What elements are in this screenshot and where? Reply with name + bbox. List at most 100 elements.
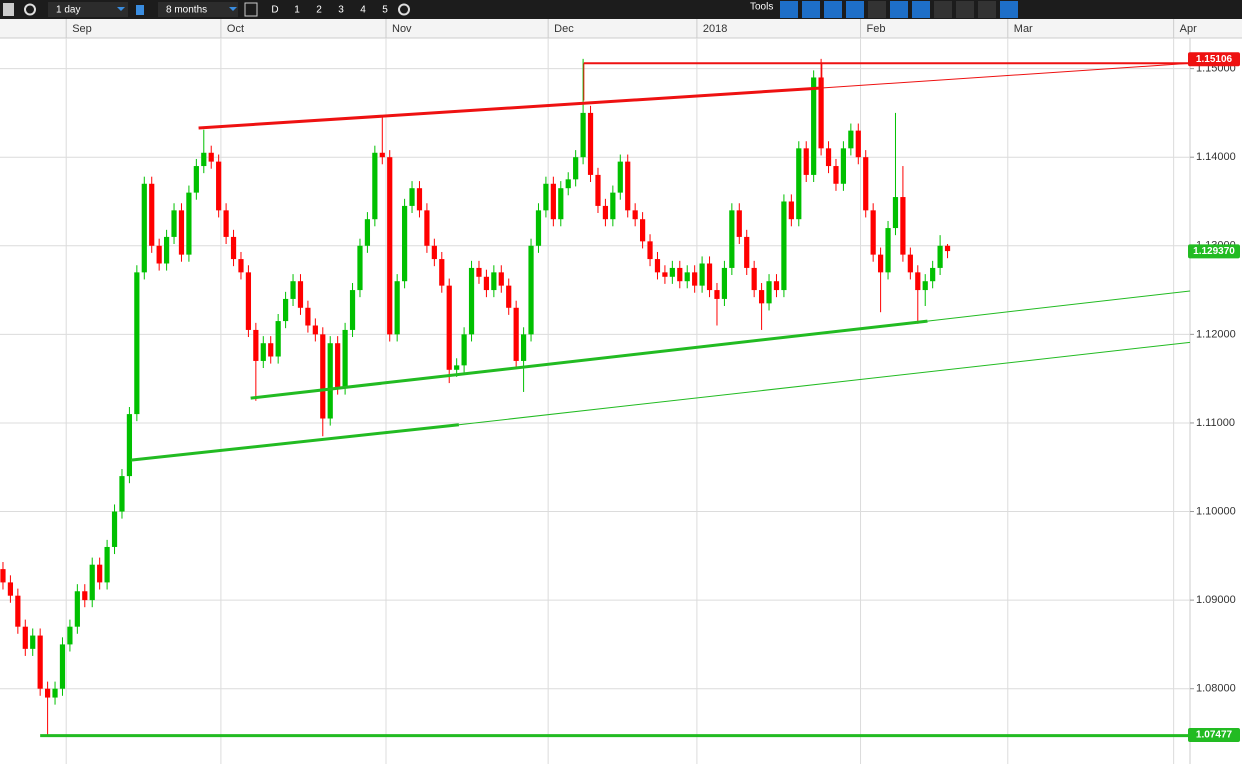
candle-body — [647, 241, 653, 260]
candle-body — [692, 272, 698, 286]
candle-body — [446, 285, 452, 370]
candle-body — [126, 414, 133, 477]
range-dropdown[interactable] — [158, 2, 238, 17]
candle-body — [67, 626, 73, 645]
candle-body — [580, 112, 586, 158]
menu-icon[interactable] — [3, 3, 14, 16]
candle-body — [431, 245, 437, 260]
trend-line — [198, 86, 820, 130]
candle-body — [751, 267, 757, 291]
tool-button[interactable] — [890, 1, 908, 18]
candle-body — [379, 152, 385, 158]
y-tick-label: 1.12000 — [1196, 328, 1236, 340]
y-tick-label: 1.09000 — [1196, 594, 1236, 606]
candle-body — [513, 307, 519, 361]
candle-body — [632, 210, 638, 220]
candle-body — [870, 210, 876, 255]
toolbar-button[interactable]: 2 — [316, 5, 322, 16]
candle-body — [104, 546, 110, 583]
candle-body — [82, 591, 88, 601]
candle-body — [312, 325, 318, 335]
calendar-icon[interactable] — [244, 2, 258, 17]
tool-button[interactable] — [912, 1, 930, 18]
tool-button[interactable] — [1000, 1, 1018, 18]
candle-body — [208, 152, 214, 162]
candle-body — [573, 157, 579, 180]
candle-body — [654, 259, 661, 273]
toolbar-button[interactable]: D — [271, 5, 278, 16]
candle-body — [15, 595, 21, 627]
candle-body — [171, 210, 177, 237]
candle-body — [625, 161, 631, 211]
x-tick-label: 2018 — [703, 23, 727, 35]
candle-body — [595, 174, 601, 206]
candle-body — [744, 236, 750, 268]
candle-body — [558, 188, 564, 220]
date-axis — [0, 19, 1242, 38]
candle-body — [134, 272, 140, 415]
toolbar-button[interactable]: 5 — [382, 5, 388, 16]
candle-body — [900, 197, 906, 255]
tool-button[interactable] — [780, 1, 798, 18]
y-tick-label: 1.11000 — [1196, 417, 1235, 429]
candle-body — [424, 210, 430, 246]
settings-icon[interactable] — [398, 3, 410, 16]
tool-button[interactable] — [978, 1, 996, 18]
candle-body — [253, 329, 259, 361]
tool-button[interactable] — [846, 1, 864, 18]
settings-icon[interactable] — [24, 3, 36, 16]
candle-body — [944, 245, 951, 252]
trend-line — [927, 290, 1191, 322]
candle-body — [721, 267, 728, 299]
candle-body — [520, 334, 527, 361]
candle-body — [409, 188, 415, 206]
candle-body — [855, 130, 861, 158]
x-tick-label: Feb — [867, 23, 886, 35]
candle-body — [416, 188, 423, 211]
x-tick-label: Sep — [72, 23, 92, 35]
tool-button[interactable] — [802, 1, 820, 18]
interval-dropdown[interactable] — [48, 2, 128, 17]
candle-body — [811, 77, 817, 175]
x-tick-label: Mar — [1014, 23, 1033, 35]
candle-body — [714, 290, 720, 299]
candle-body — [476, 267, 482, 277]
x-tick-label: Apr — [1180, 23, 1197, 35]
candle-body — [260, 343, 266, 361]
candle-body — [773, 281, 780, 291]
candle-body — [885, 228, 891, 273]
candle-body — [149, 183, 155, 246]
y-tick-label: 1.10000 — [1196, 505, 1236, 517]
range-value: 8 months — [166, 5, 207, 16]
tool-button[interactable] — [956, 1, 974, 18]
candle-body — [796, 148, 802, 220]
candle-body — [387, 157, 393, 335]
toolbar-button[interactable]: 3 — [338, 5, 344, 16]
tool-button[interactable] — [868, 1, 886, 18]
tool-button[interactable] — [824, 1, 842, 18]
toolbar-button[interactable]: 4 — [360, 5, 366, 16]
candle-body — [230, 236, 237, 260]
toolbar-button[interactable]: 1 — [294, 5, 300, 16]
candle-body — [535, 210, 542, 246]
tools-label: Tools — [750, 2, 773, 13]
tool-button[interactable] — [934, 1, 952, 18]
lock-icon[interactable] — [136, 5, 144, 15]
trend-line — [130, 423, 460, 462]
candle-body — [44, 688, 51, 698]
candle-body — [97, 564, 103, 583]
candle-body — [610, 192, 616, 220]
candle-body — [907, 254, 913, 273]
x-tick-label: Oct — [227, 23, 244, 35]
y-tick-label: 1.08000 — [1196, 683, 1236, 695]
x-tick-label: Dec — [554, 23, 574, 35]
candle-body — [89, 564, 95, 601]
candle-body — [0, 569, 6, 583]
candle-body — [193, 166, 199, 193]
candle-body — [297, 281, 304, 308]
toolbar — [0, 0, 1242, 19]
dropdown-arrow — [229, 7, 237, 11]
candle-body — [803, 148, 809, 175]
price-tag — [1188, 52, 1240, 67]
candle-body — [52, 688, 58, 698]
